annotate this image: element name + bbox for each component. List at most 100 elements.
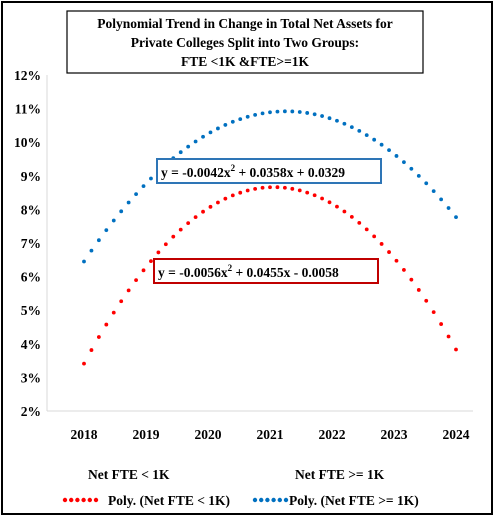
legend-top-entry-1: Net FTE < 1K xyxy=(88,467,170,482)
trend-dot xyxy=(290,109,295,114)
trend-dot xyxy=(416,173,421,178)
equation-box-red-border xyxy=(153,258,379,284)
y-tick-label: 11% xyxy=(15,102,41,117)
trend-dot xyxy=(253,186,258,191)
trend-dot xyxy=(253,112,258,117)
trend-dot xyxy=(327,116,332,121)
trend-dot xyxy=(454,347,458,352)
trend-dot xyxy=(216,200,220,205)
series-layer xyxy=(82,109,458,366)
trend-dot xyxy=(111,310,116,315)
trend-dot xyxy=(119,209,124,214)
trend-dot xyxy=(320,114,324,118)
trend-dot xyxy=(178,227,183,232)
trend-dot xyxy=(342,209,347,214)
trend-dot xyxy=(208,130,213,135)
equation-box-blue: y = -0.0042x2 + 0.0358x + 0.0329 xyxy=(156,158,382,184)
trend-dot xyxy=(372,137,377,142)
trend-dot xyxy=(372,234,377,239)
trend-dot xyxy=(238,117,243,121)
trend-dot xyxy=(201,134,205,139)
trend-dot xyxy=(268,110,272,115)
trend-dot xyxy=(312,193,317,198)
x-tick-label: 2018 xyxy=(71,427,98,442)
trend-dot xyxy=(245,114,250,119)
y-tick-label: 9% xyxy=(21,169,41,184)
trend-dot xyxy=(171,234,176,239)
trend-dot xyxy=(216,126,220,131)
trend-dot xyxy=(364,227,369,232)
trend-dot xyxy=(424,298,429,303)
trend-dot xyxy=(186,144,191,149)
legend-dot xyxy=(62,497,68,503)
trend-dot xyxy=(335,204,339,209)
trend-dot xyxy=(379,142,384,147)
y-tick-label: 3% xyxy=(21,370,41,385)
trend-dot xyxy=(379,242,384,246)
legend-dot xyxy=(93,497,99,503)
legend-dot xyxy=(283,497,289,503)
trend-dot xyxy=(96,238,101,243)
chart-frame: Polynomial Trend in Change in Total Net … xyxy=(1,1,493,515)
trend-dot xyxy=(126,200,131,205)
series-blue xyxy=(82,109,458,264)
trend-dot xyxy=(335,118,339,123)
y-tick-label: 6% xyxy=(21,270,41,285)
trend-dot xyxy=(141,268,146,273)
trend-dot xyxy=(327,200,332,205)
trend-dot xyxy=(439,322,444,326)
trend-dot xyxy=(454,215,458,220)
trend-dot xyxy=(394,154,399,158)
series-red xyxy=(82,185,458,366)
trend-dot xyxy=(163,242,168,247)
trend-dot xyxy=(312,112,317,117)
trend-dot xyxy=(193,139,198,144)
legend-dot xyxy=(265,497,270,503)
legend-top-entry-2: Net FTE >= 1K xyxy=(295,467,385,482)
trend-dot xyxy=(349,125,354,130)
trend-dot xyxy=(134,192,138,197)
legend-dot xyxy=(81,497,86,503)
equation-red: y = -0.0056x2 + 0.0455x - 0.0058 xyxy=(158,263,339,280)
trend-dot xyxy=(409,166,414,171)
trend-dot xyxy=(201,209,205,214)
equation-blue: y = -0.0042x2 + 0.0358x + 0.0329 xyxy=(161,163,345,180)
legend-dot xyxy=(277,497,282,503)
trend-dot xyxy=(446,334,451,339)
trend-dot xyxy=(387,148,391,153)
trend-dot xyxy=(431,189,436,194)
trend-dot xyxy=(305,190,310,195)
y-tick-label: 2% xyxy=(21,404,41,419)
trend-dot xyxy=(82,361,86,366)
trend-dot xyxy=(104,228,109,233)
trend-dot xyxy=(156,250,161,255)
legend-marker-red xyxy=(62,497,99,503)
legend-dot xyxy=(69,497,74,503)
trend-dot xyxy=(275,109,280,114)
trend-dot xyxy=(223,196,228,201)
trend-dot xyxy=(111,218,116,223)
trend-dot xyxy=(149,259,153,263)
trend-dot xyxy=(186,221,191,226)
trend-dot xyxy=(424,181,429,186)
trend-dot xyxy=(89,248,94,253)
trend-dot xyxy=(245,188,250,193)
x-tick-labels: 2018 2019 2020 2021 2022 2023 2024 xyxy=(71,427,470,442)
title-line-3: FTE <1K &FTE>=1K xyxy=(181,54,310,69)
trend-dot xyxy=(230,119,235,124)
trend-dot xyxy=(431,310,436,315)
trend-dot xyxy=(282,109,287,114)
trend-dot xyxy=(193,215,198,220)
x-tick-label: 2024 xyxy=(443,427,470,442)
legend-bottom-entry-2: Poly. (Net FTE >= 1K) xyxy=(289,493,419,508)
y-tick-label: 5% xyxy=(21,303,41,318)
y-tick-label: 8% xyxy=(21,202,41,217)
trend-dot xyxy=(357,129,362,133)
equation-box-blue-border xyxy=(156,158,382,184)
trend-dot xyxy=(104,322,109,327)
y-tick-label: 12% xyxy=(14,68,41,83)
trend-dot xyxy=(297,188,302,193)
trend-dot xyxy=(134,278,138,282)
x-tick-label: 2019 xyxy=(133,427,160,442)
equation-box-red: y = -0.0056x2 + 0.0455x - 0.0058 xyxy=(153,258,379,284)
